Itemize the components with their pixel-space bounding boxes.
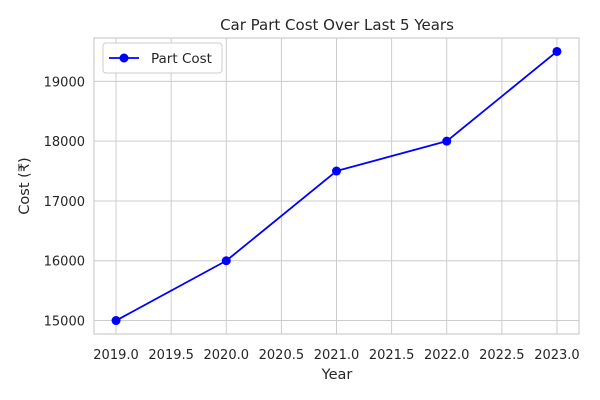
x-tick-label: 2022.0 [424, 348, 470, 363]
data-point [111, 316, 121, 326]
x-axis-title: Year [321, 367, 353, 383]
y-tick-label: 18000 [44, 135, 85, 150]
data-point [552, 46, 562, 56]
y-tick-label: 16000 [44, 255, 85, 270]
legend-label: Part Cost [151, 51, 212, 67]
legend: Part Cost [102, 42, 223, 74]
chart-title: Car Part Cost Over Last 5 Years [220, 16, 454, 34]
plot-frame [93, 37, 580, 335]
x-tick-label: 2019.5 [148, 348, 194, 363]
x-axis-ticks: 2019.0 2019.5 2020.0 2020.5 2021.0 2021.5 2022… [93, 348, 579, 363]
x-tick-label: 2021.5 [369, 348, 415, 363]
y-axis-ticks: 15000 16000 17000 18000 19000 [44, 75, 85, 329]
series-layer [111, 46, 562, 326]
grid-layer [94, 38, 579, 334]
y-tick-label: 19000 [44, 75, 85, 90]
x-tick-label: 2020.0 [204, 348, 250, 363]
x-tick-label: 2023.0 [534, 348, 580, 363]
y-tick-label: 15000 [44, 315, 85, 330]
x-tick-label: 2022.5 [479, 348, 525, 363]
x-tick-label: 2019.0 [93, 348, 139, 363]
x-tick-label: 2020.5 [259, 348, 305, 363]
y-tick-label: 17000 [44, 195, 85, 210]
y-axis-title: Cost (₹) [17, 157, 33, 214]
legend-box [102, 42, 223, 74]
data-point [332, 166, 341, 176]
data-point [221, 256, 231, 266]
data-point [442, 136, 452, 146]
legend-marker-swatch [119, 53, 129, 63]
x-tick-label: 2021.0 [314, 348, 360, 363]
